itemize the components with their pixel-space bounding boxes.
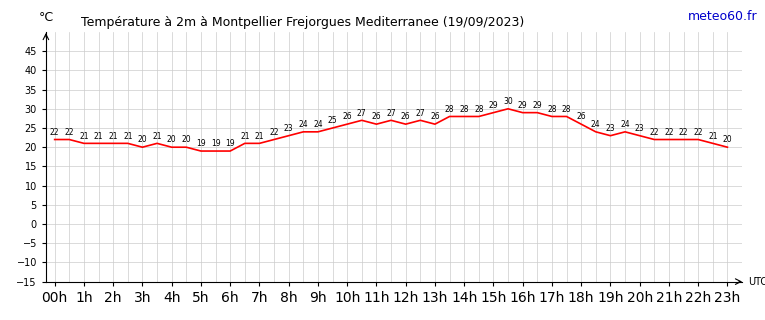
Text: 20: 20 xyxy=(167,135,177,144)
Text: 25: 25 xyxy=(327,116,337,125)
Text: 21: 21 xyxy=(109,132,118,140)
Text: 19: 19 xyxy=(196,139,206,148)
Text: 21: 21 xyxy=(94,132,103,140)
Text: 21: 21 xyxy=(152,132,162,140)
Text: 22: 22 xyxy=(693,128,703,137)
Text: 27: 27 xyxy=(357,108,366,117)
Text: UTC: UTC xyxy=(748,276,765,287)
Text: 20: 20 xyxy=(723,135,732,144)
Text: 23: 23 xyxy=(635,124,644,133)
Text: 22: 22 xyxy=(649,128,659,137)
Text: 28: 28 xyxy=(444,105,454,114)
Text: 26: 26 xyxy=(401,112,411,121)
Text: 27: 27 xyxy=(386,108,396,117)
Text: 29: 29 xyxy=(489,101,498,110)
Text: 20: 20 xyxy=(138,135,147,144)
Text: 21: 21 xyxy=(708,132,718,140)
Text: 22: 22 xyxy=(50,128,60,137)
Text: 22: 22 xyxy=(664,128,674,137)
Text: 29: 29 xyxy=(518,101,528,110)
Text: 19: 19 xyxy=(226,139,235,148)
Text: meteo60.fr: meteo60.fr xyxy=(688,10,757,23)
Text: 24: 24 xyxy=(591,120,601,129)
Text: 23: 23 xyxy=(606,124,615,133)
Text: 27: 27 xyxy=(415,108,425,117)
Text: °C: °C xyxy=(38,11,54,24)
Text: 21: 21 xyxy=(240,132,249,140)
Text: 28: 28 xyxy=(562,105,571,114)
Text: 24: 24 xyxy=(298,120,308,129)
Text: 26: 26 xyxy=(576,112,586,121)
Text: 22: 22 xyxy=(269,128,278,137)
Text: 22: 22 xyxy=(64,128,74,137)
Text: 28: 28 xyxy=(460,105,469,114)
Text: 30: 30 xyxy=(503,97,513,106)
Text: 28: 28 xyxy=(474,105,483,114)
Text: 29: 29 xyxy=(532,101,542,110)
Text: 21: 21 xyxy=(123,132,132,140)
Text: 23: 23 xyxy=(284,124,294,133)
Text: 21: 21 xyxy=(255,132,264,140)
Text: 24: 24 xyxy=(620,120,630,129)
Text: 19: 19 xyxy=(210,139,220,148)
Text: 20: 20 xyxy=(181,135,191,144)
Text: 26: 26 xyxy=(372,112,381,121)
Text: 26: 26 xyxy=(343,112,352,121)
Text: Température à 2m à Montpellier Frejorgues Mediterranee (19/09/2023): Température à 2m à Montpellier Frejorgue… xyxy=(80,16,524,29)
Text: 22: 22 xyxy=(679,128,689,137)
Text: 21: 21 xyxy=(79,132,89,140)
Text: 28: 28 xyxy=(547,105,557,114)
Text: 24: 24 xyxy=(313,120,323,129)
Text: 26: 26 xyxy=(430,112,440,121)
